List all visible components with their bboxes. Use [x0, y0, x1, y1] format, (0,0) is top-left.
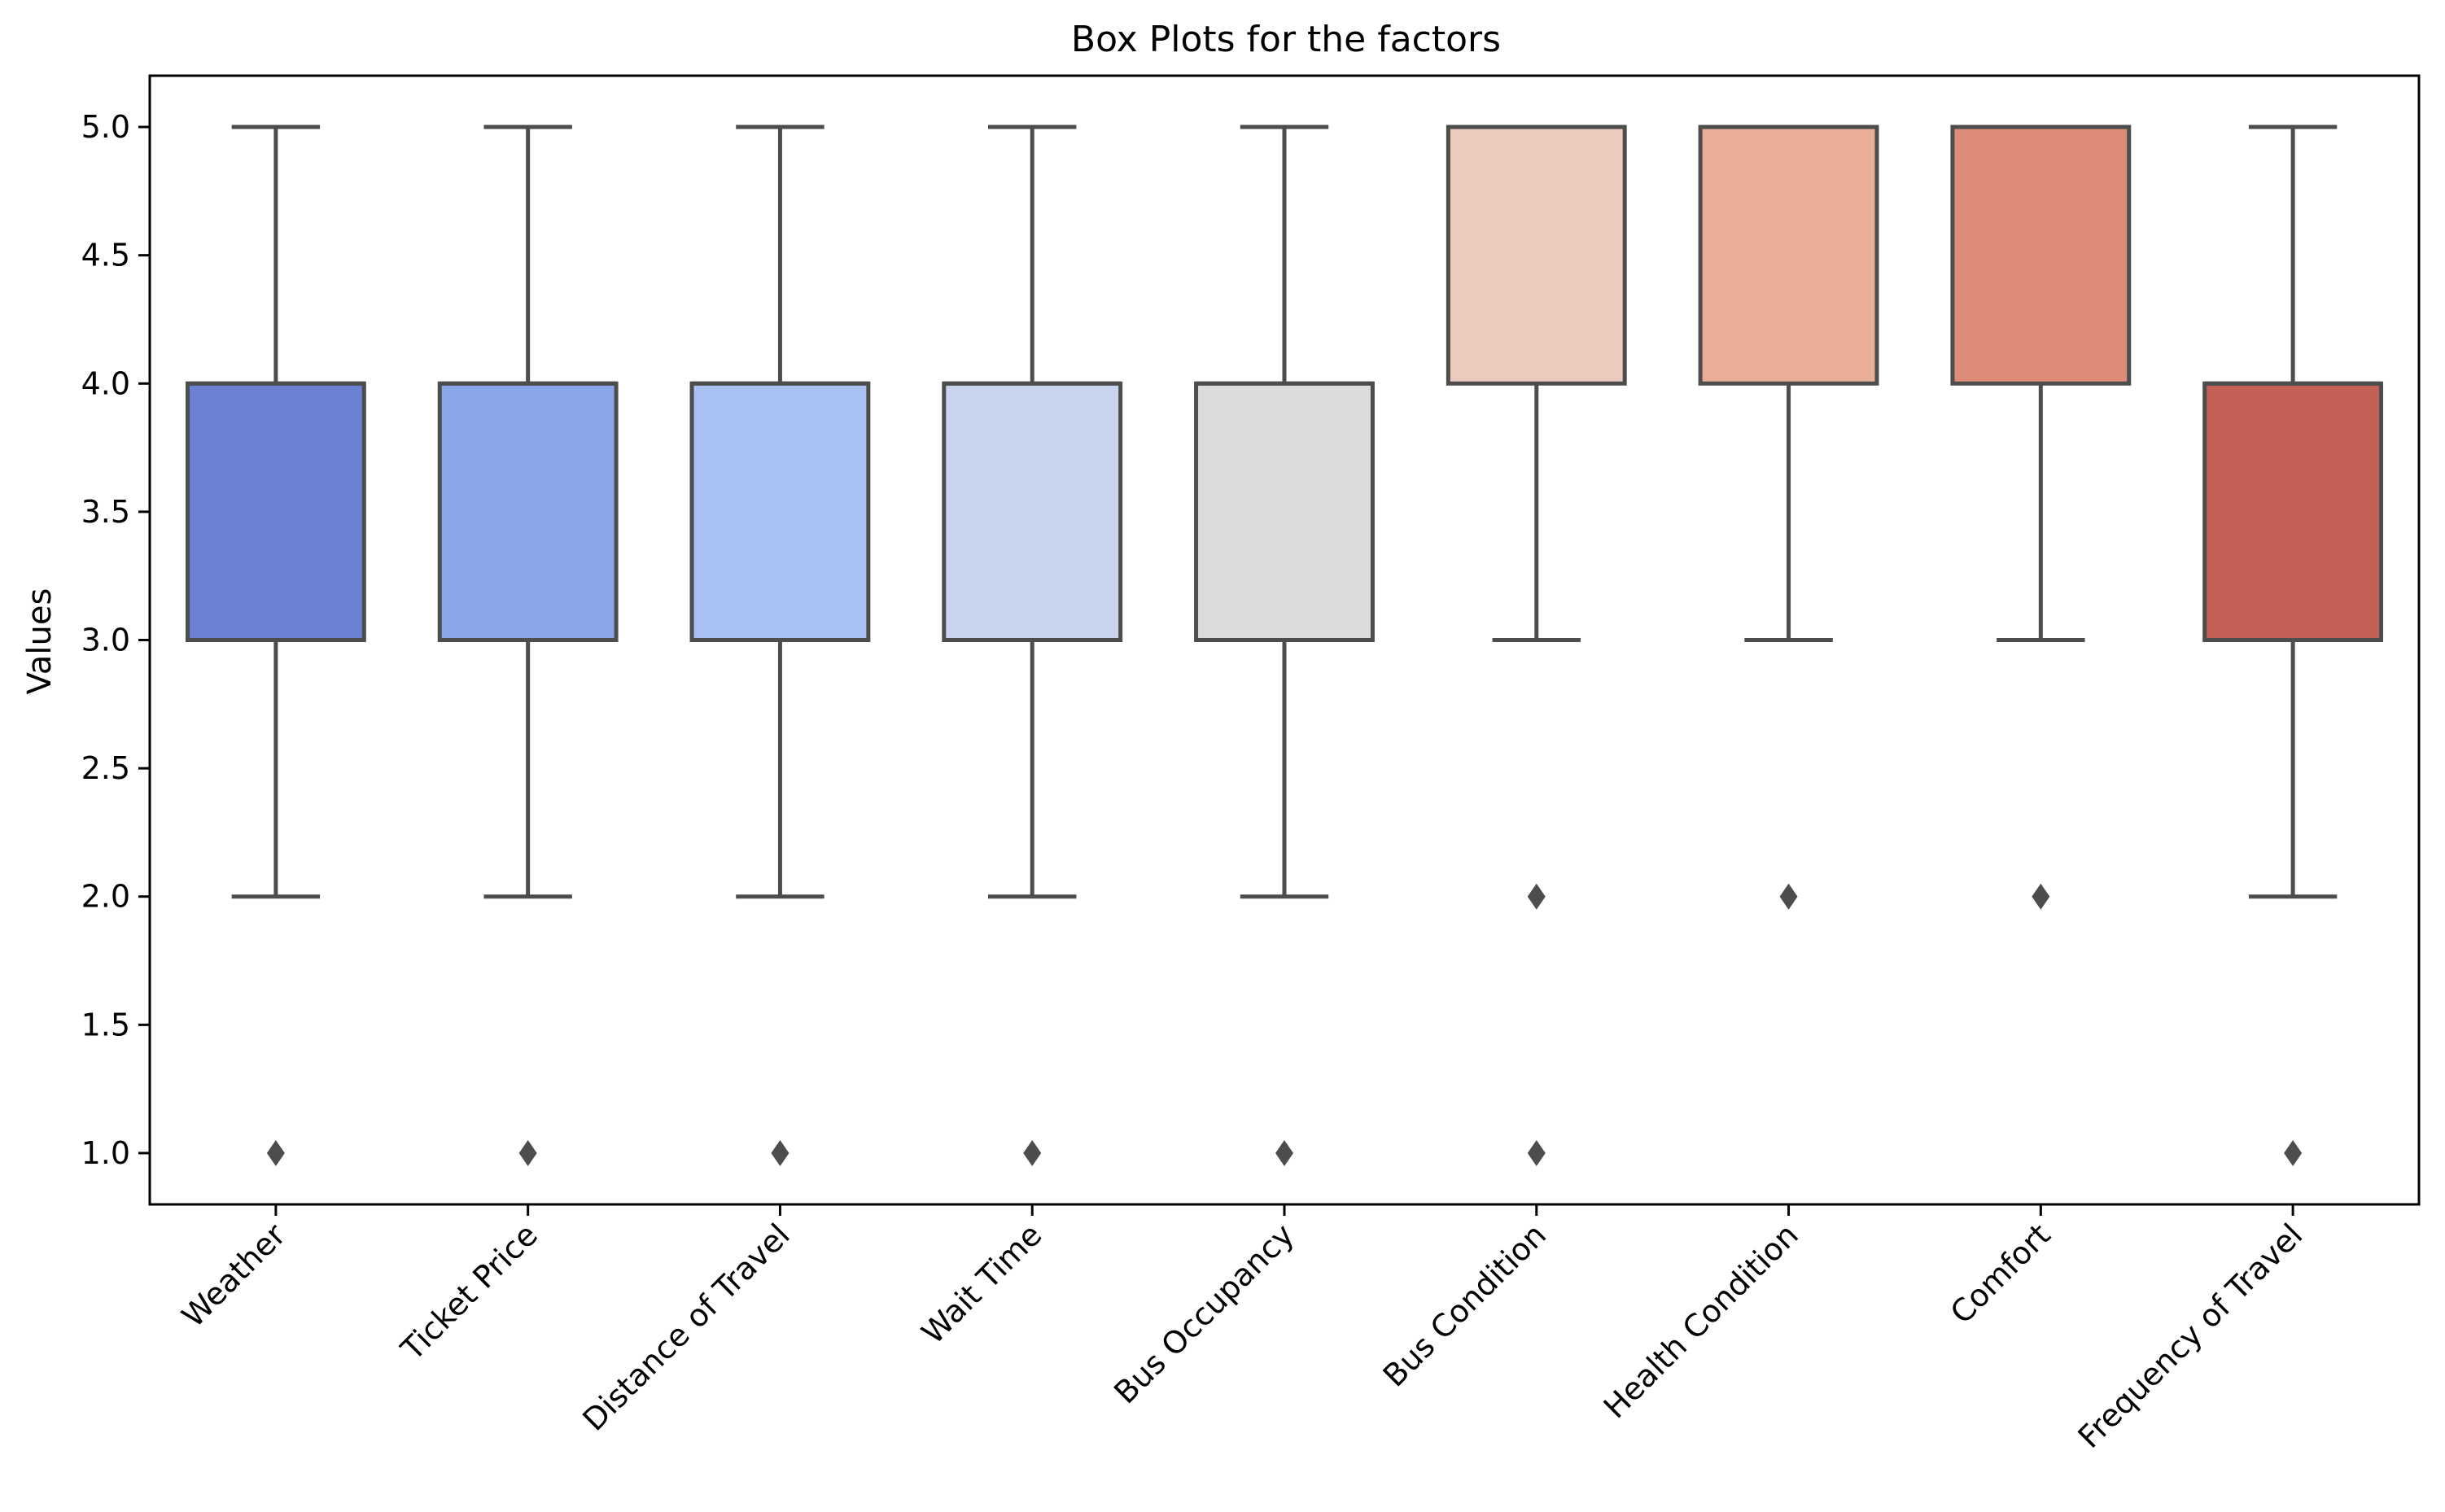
chart-title: Box Plots for the factors [1071, 19, 1501, 60]
outlier-marker [266, 1139, 285, 1166]
x-tick-label: Bus Occupancy [1107, 1217, 1301, 1410]
box-comfort [1950, 125, 2132, 386]
y-tick-label: 3.5 [81, 494, 130, 530]
plot-area: 1.0 1.5 2.0 2.5 3.0 3.5 4.0 4.5 5.0 Weather Ticket… [81, 109, 2384, 1455]
y-tick-label: 2.0 [81, 879, 130, 915]
x-tick-label: Frequency of Travel [2071, 1217, 2310, 1455]
box-frequency-of-travel [2202, 381, 2384, 642]
y-axis-label: Values [21, 588, 59, 695]
outlier-marker [518, 1139, 537, 1166]
y-tick-label: 2.5 [81, 750, 130, 786]
outlier-marker [1023, 1139, 1042, 1166]
plot-frame [148, 74, 2421, 1206]
y-tick-label: 1.5 [81, 1007, 130, 1042]
box-distance-of-travel [689, 381, 871, 642]
x-tick-label: Comfort [1944, 1217, 2058, 1331]
outlier-marker [2032, 883, 2050, 910]
outlier-marker [1527, 1139, 1546, 1166]
box-weather [185, 381, 366, 642]
outlier-marker [2284, 1139, 2303, 1166]
outlier-marker [771, 1139, 789, 1166]
x-tick-label: Weather [175, 1217, 293, 1335]
y-tick-label: 4.5 [81, 238, 130, 273]
x-tick-label: Distance of Travel [575, 1217, 796, 1437]
box-health-condition [1698, 125, 1879, 386]
outlier-marker [1275, 1139, 1293, 1166]
box-ticket-price [437, 381, 619, 642]
x-tick-label: Bus Condition [1376, 1217, 1553, 1393]
outlier-marker [1527, 883, 1546, 910]
x-tick-label: Wait Time [915, 1217, 1049, 1351]
y-tick-label: 4.0 [81, 365, 130, 401]
y-tick-label: 3.0 [81, 623, 130, 658]
box-bus-condition [1446, 125, 1627, 386]
box-bus-occupancy [1194, 381, 1375, 642]
x-tick-label: Health Condition [1597, 1217, 1805, 1425]
y-tick-label: 1.0 [81, 1135, 130, 1171]
box-wait-time [942, 381, 1123, 642]
y-tick-label: 5.0 [81, 109, 130, 145]
outlier-marker [1779, 883, 1798, 910]
x-tick-label: Ticket Price [394, 1217, 545, 1367]
